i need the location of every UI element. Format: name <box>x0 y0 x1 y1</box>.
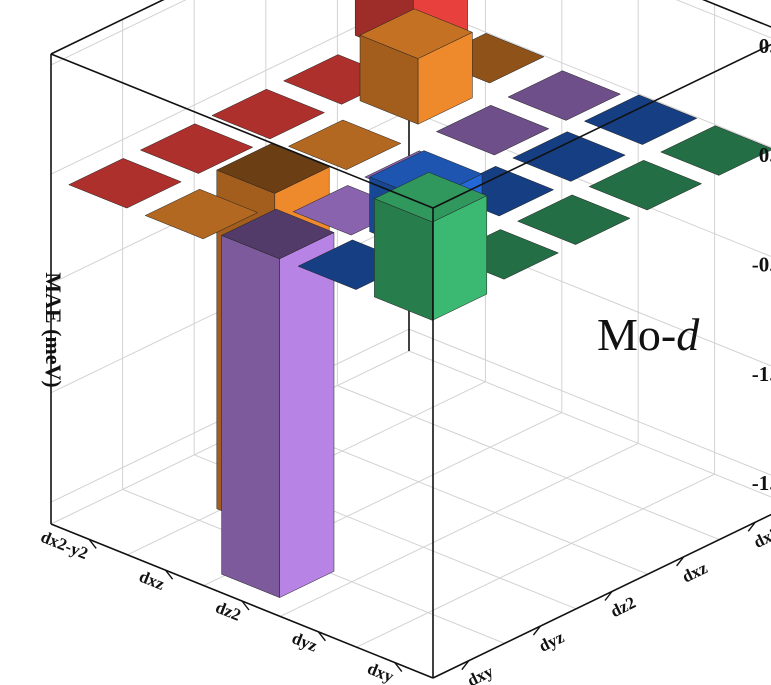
bar-face-top <box>287 119 402 170</box>
bar-dx2-y2-dyz <box>139 123 254 174</box>
bar-face-top <box>507 70 622 121</box>
bar-dyz-dxz <box>512 131 626 182</box>
bar-face-top <box>68 158 182 209</box>
bar-face-top <box>588 160 703 211</box>
y-tick-label: -1.5 <box>752 471 771 495</box>
y-tick-label: 0.0 <box>759 143 771 167</box>
box-edge <box>50 53 434 209</box>
wall-grid-line <box>675 0 771 39</box>
annotation-mo-d: Mo-d <box>597 309 700 360</box>
bar-face-top <box>211 88 326 140</box>
x-tick-label-right: dyz <box>536 627 568 655</box>
wall-grid-line <box>408 0 771 148</box>
annotation-italic: d <box>676 309 700 360</box>
bar-dz2-dxz <box>435 105 550 156</box>
wall-grid-line <box>50 0 187 66</box>
bar-face-right <box>221 235 280 598</box>
bar-face-top <box>220 208 335 260</box>
bar-face-top <box>583 94 698 145</box>
bar-face-top <box>660 125 771 176</box>
axis-line-left <box>432 513 771 679</box>
bar-face-top <box>516 194 631 245</box>
x-tick-label-right: dz2 <box>607 593 638 621</box>
box-edge <box>432 43 771 209</box>
bar-face-left <box>279 232 335 598</box>
floor-grid-line <box>337 385 720 541</box>
x-tick <box>676 556 685 567</box>
bar-dxz-dz2 <box>287 119 402 170</box>
floor-grid-line <box>356 473 715 648</box>
x-tick <box>317 631 326 642</box>
x-tick-label-left: dyz <box>289 628 320 655</box>
bar-dx2-y2-dz2 <box>211 88 326 140</box>
x-tick <box>394 662 403 673</box>
x-tick-label-right: dxy <box>464 661 497 685</box>
y-tick-label: 0.5 <box>759 34 771 58</box>
annotation-main: Mo- <box>597 309 676 360</box>
bar-dxy-dx2-y2 <box>660 125 771 176</box>
x-tick-label-right: dxz <box>679 558 711 586</box>
x-tick-label-left: dz2 <box>213 598 244 625</box>
floor-grid-line <box>279 442 639 617</box>
bar-face-top <box>144 188 259 240</box>
box-edge <box>702 0 771 28</box>
bar-dz2-dxy <box>220 208 335 598</box>
y-tick-label: -1.0 <box>752 362 771 386</box>
bar-face-top <box>139 123 254 174</box>
bar-face-top <box>216 143 330 194</box>
x-tick-label-left: dxy <box>365 659 397 685</box>
bar-face-top <box>512 131 626 182</box>
floor-grid-line <box>432 514 771 679</box>
floor-grid-line <box>408 350 771 498</box>
bar-dz2-dx2-y2 <box>507 70 622 121</box>
x-tick-label-left: dx2-y2 <box>38 527 91 563</box>
x-tick <box>241 600 250 611</box>
box-edge <box>50 0 165 55</box>
wall-grid-line <box>50 0 410 175</box>
x-tick <box>747 521 756 532</box>
bar-dyz-dx2-y2 <box>583 94 698 145</box>
x-tick <box>88 538 97 549</box>
bar-dx2-y2-dxy <box>68 158 182 209</box>
x-tick <box>165 569 174 580</box>
x-tick <box>461 660 470 671</box>
bar-dxy-dxz <box>588 160 703 211</box>
bar-face-top <box>359 8 474 59</box>
bar-dxy-dz2 <box>516 194 631 245</box>
x-tick <box>532 625 541 636</box>
bars-layer <box>68 0 771 598</box>
x-tick-label-left: dxz <box>136 567 167 594</box>
bar-dxz-dxz <box>359 8 474 125</box>
bar-face-top <box>435 105 550 156</box>
x-tick <box>604 591 613 601</box>
y-axis-label: MAE (meV) <box>41 272 66 387</box>
bar-dxz-dxy <box>144 188 259 240</box>
bar-dxy-dxy <box>373 172 488 321</box>
y-tick-label: -0.5 <box>752 253 771 277</box>
wall-grid-line <box>408 328 771 476</box>
